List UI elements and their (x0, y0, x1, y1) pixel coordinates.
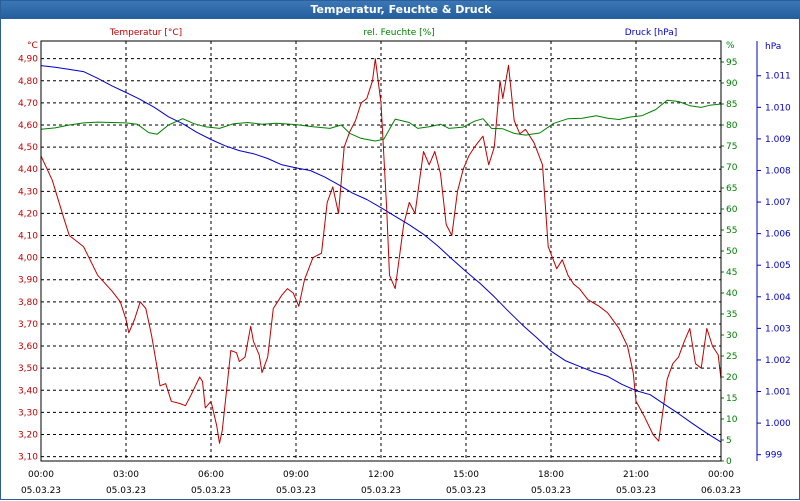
plot-area-border (40, 40, 722, 462)
humidity-tick-label: 10 (726, 415, 738, 425)
grid (41, 41, 721, 461)
pressure-tick-label: 1.005 (765, 261, 791, 271)
humidity-tick-label: 15 (726, 394, 737, 404)
pressure-tick-label: 1.000 (765, 419, 791, 429)
x-tick-time: 15:00 (453, 470, 479, 480)
temperature-tick-label: 3,10 (18, 453, 38, 463)
pressure-tick-label: 1.011 (765, 72, 791, 82)
humidity-tick-label: 60 (726, 205, 738, 215)
pressure-tick-label: 1.006 (765, 230, 791, 240)
x-tick-time: 12:00 (368, 470, 394, 480)
x-tick-time: 03:00 (113, 470, 139, 480)
humidity-unit: % (726, 41, 735, 51)
pressure-tick-label: 1.003 (765, 324, 791, 334)
humidity-tick-label: 35 (726, 310, 737, 320)
humidity-tick-label: 95 (726, 58, 737, 68)
pressure-tick-label: 1.004 (765, 293, 791, 303)
temperature-tick-label: 4,00 (18, 254, 38, 264)
temperature-tick-label: 3,60 (18, 342, 38, 352)
x-tick-date: 05.03.23 (276, 486, 316, 496)
temperature-tick-label: 4,10 (18, 232, 38, 242)
x-tick-time: 09:00 (283, 470, 309, 480)
temperature-tick-label: 4,60 (18, 121, 38, 131)
pressure-unit: hPa (765, 42, 781, 52)
humidity-tick-label: 70 (726, 163, 738, 173)
temperature-tick-label: 3,80 (18, 298, 38, 308)
temperature-tick-label: 4,20 (18, 209, 38, 219)
x-tick-date: 05.03.23 (446, 486, 486, 496)
humidity-tick-label: 25 (726, 352, 737, 362)
pressure-tick-label: 999 (765, 451, 782, 461)
temperature-tick-label: 4,40 (18, 165, 38, 175)
x-tick-date: 06.03.23 (701, 486, 741, 496)
x-tick-time: 00:00 (708, 470, 734, 480)
x-tick-date: 05.03.23 (531, 486, 571, 496)
humidity-tick-label: 80 (726, 121, 738, 131)
pressure-axis-label: Druck [hPa] (625, 28, 678, 38)
x-tick-time: 06:00 (198, 470, 224, 480)
pressure-tick-label: 1.007 (765, 198, 791, 208)
temperature-tick-label: 3,20 (18, 430, 38, 440)
temperature-tick-label: 4,80 (18, 77, 38, 87)
humidity-tick-label: 30 (726, 331, 738, 341)
temperature-tick-label: 4,90 (18, 55, 38, 65)
humidity-tick-label: 20 (726, 373, 738, 383)
pressure-tick-label: 1.008 (765, 166, 791, 176)
temperature-line (40, 58, 722, 444)
temperature-tick-label: 3,70 (18, 320, 38, 330)
humidity-tick-label: 5 (726, 436, 732, 446)
x-tick-time: 00:00 (28, 470, 54, 480)
humidity-axis-label: rel. Feuchte [%] (363, 28, 434, 38)
temperature-tick-label: 4,50 (18, 143, 38, 153)
x-tick-time: 21:00 (623, 470, 649, 480)
temperature-tick-label: 3,90 (18, 276, 38, 286)
humidity-tick-label: 90 (726, 79, 738, 89)
pressure-tick-label: 1.001 (765, 388, 791, 398)
temperature-tick-label: 4,70 (18, 99, 38, 109)
humidity-tick-label: 75 (726, 142, 737, 152)
humidity-line (40, 99, 722, 142)
humidity-tick-label: 50 (726, 247, 738, 257)
pressure-line (40, 65, 722, 443)
pressure-tick-label: 1.009 (765, 135, 791, 145)
humidity-tick-label: 0 (726, 457, 732, 467)
temperature-axis-label: Temperatur [°C] (109, 28, 182, 38)
window-title: Temperatur, Feuchte & Druck (1, 1, 800, 19)
humidity-tick-label: 55 (726, 226, 737, 236)
temperature-unit: °C (27, 41, 38, 51)
x-tick-date: 05.03.23 (616, 486, 656, 496)
series-lines (40, 58, 722, 444)
temperature-tick-label: 4,30 (18, 187, 38, 197)
pressure-tick-label: 1.010 (765, 103, 791, 113)
temperature-tick-label: 3,50 (18, 364, 38, 374)
temperature-tick-label: 3,30 (18, 408, 38, 418)
x-tick-date: 05.03.23 (191, 486, 231, 496)
humidity-tick-label: 45 (726, 268, 737, 278)
humidity-tick-label: 85 (726, 100, 737, 110)
temperature-tick-label: 3,40 (18, 386, 38, 396)
x-tick-date: 05.03.23 (361, 486, 401, 496)
x-tick-time: 18:00 (538, 470, 564, 480)
tick-labels: 00:00 05.03.23 03:00 05.03.23 06:00 05.03.23 0… (18, 41, 791, 496)
humidity-tick-label: 40 (726, 289, 738, 299)
pressure-tick-label: 1.002 (765, 356, 791, 366)
humidity-tick-label: 65 (726, 184, 737, 194)
x-tick-date: 05.03.23 (106, 486, 146, 496)
x-tick-date: 05.03.23 (21, 486, 61, 496)
